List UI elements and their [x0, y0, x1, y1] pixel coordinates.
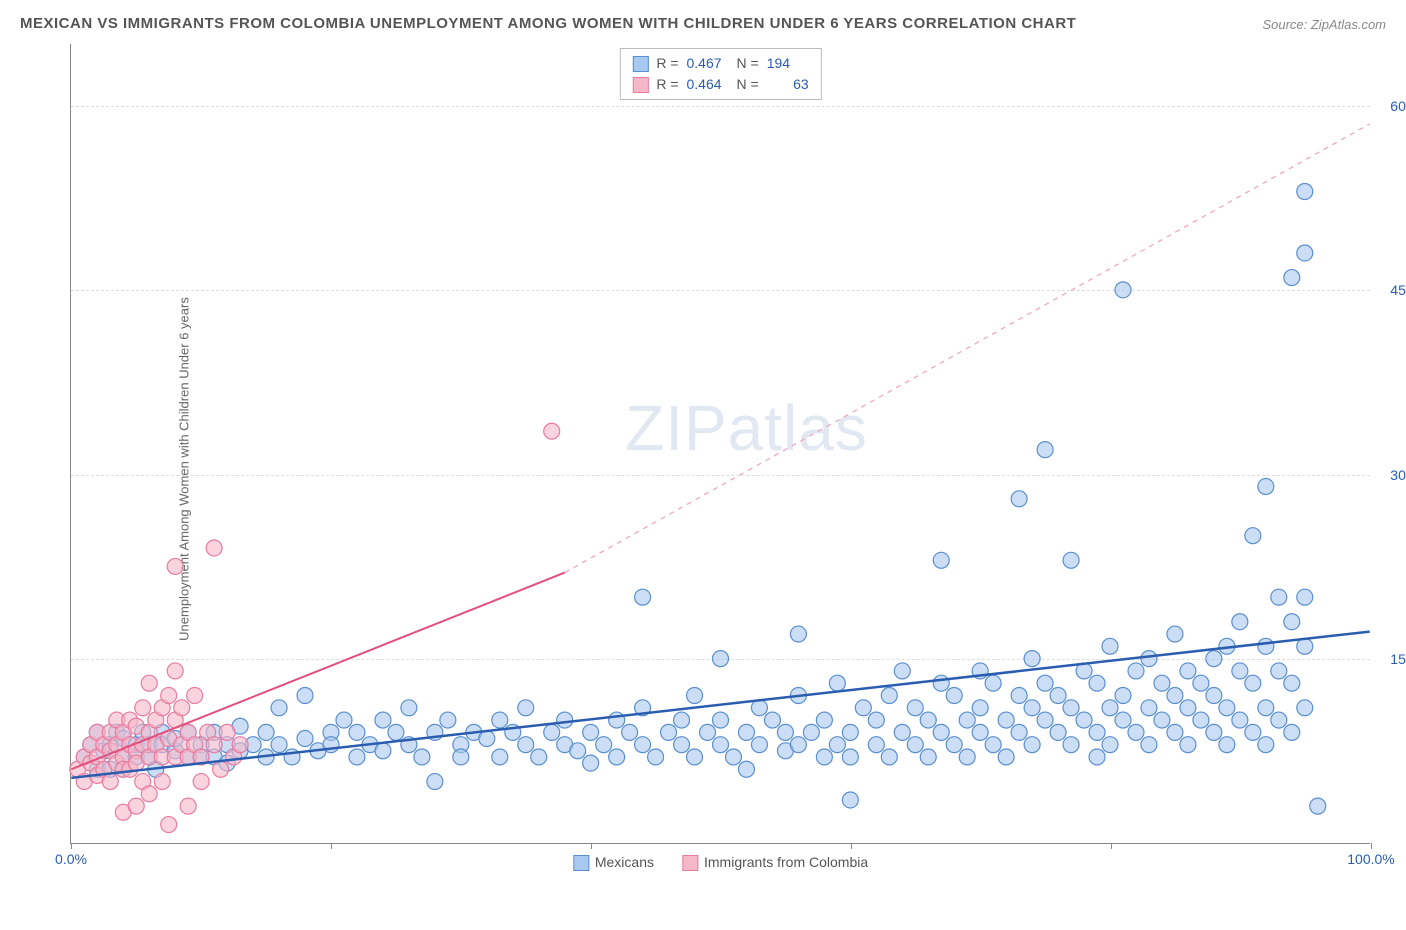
x-tick-label: 0.0% [55, 851, 87, 867]
legend: Mexicans Immigrants from Colombia [573, 854, 868, 871]
trend-lines-layer [71, 44, 1370, 843]
n-label: N = [737, 53, 759, 74]
x-tick [851, 843, 852, 849]
r-label: R = [656, 74, 678, 95]
x-tick [331, 843, 332, 849]
y-tick-label: 15.0% [1375, 651, 1406, 667]
r-value-mexicans: 0.467 [687, 53, 729, 74]
swatch-mexicans [632, 56, 648, 72]
x-tick [1111, 843, 1112, 849]
correlation-stats-box: R = 0.467 N = 194 R = 0.464 N = 63 [619, 48, 821, 100]
n-label: N = [737, 74, 759, 95]
trend-line [565, 124, 1370, 573]
legend-swatch-colombia [682, 855, 698, 871]
x-tick-label: 100.0% [1347, 851, 1394, 867]
x-tick [1371, 843, 1372, 849]
trend-line [71, 573, 564, 770]
swatch-colombia [632, 77, 648, 93]
source-attribution: Source: ZipAtlas.com [1262, 17, 1386, 36]
legend-item-mexicans: Mexicans [573, 854, 654, 871]
stats-row-mexicans: R = 0.467 N = 194 [632, 53, 808, 74]
chart-container: Unemployment Among Women with Children U… [20, 44, 1386, 894]
n-value-mexicans: 194 [767, 53, 809, 74]
y-tick-label: 60.0% [1375, 98, 1406, 114]
y-tick-label: 45.0% [1375, 282, 1406, 298]
r-value-colombia: 0.464 [687, 74, 729, 95]
legend-label-colombia: Immigrants from Colombia [704, 854, 868, 870]
chart-title: MEXICAN VS IMMIGRANTS FROM COLOMBIA UNEM… [20, 12, 1076, 36]
r-label: R = [656, 53, 678, 74]
y-tick-label: 30.0% [1375, 467, 1406, 483]
legend-item-colombia: Immigrants from Colombia [682, 854, 868, 871]
x-tick [71, 843, 72, 849]
legend-swatch-mexicans [573, 855, 589, 871]
legend-label-mexicans: Mexicans [595, 854, 654, 870]
trend-line [71, 632, 1369, 778]
chart-header: MEXICAN VS IMMIGRANTS FROM COLOMBIA UNEM… [20, 12, 1386, 36]
x-tick [591, 843, 592, 849]
plot-area: ZIPatlas R = 0.467 N = 194 R = 0.464 N =… [70, 44, 1370, 844]
n-value-colombia: 63 [767, 74, 809, 95]
stats-row-colombia: R = 0.464 N = 63 [632, 74, 808, 95]
